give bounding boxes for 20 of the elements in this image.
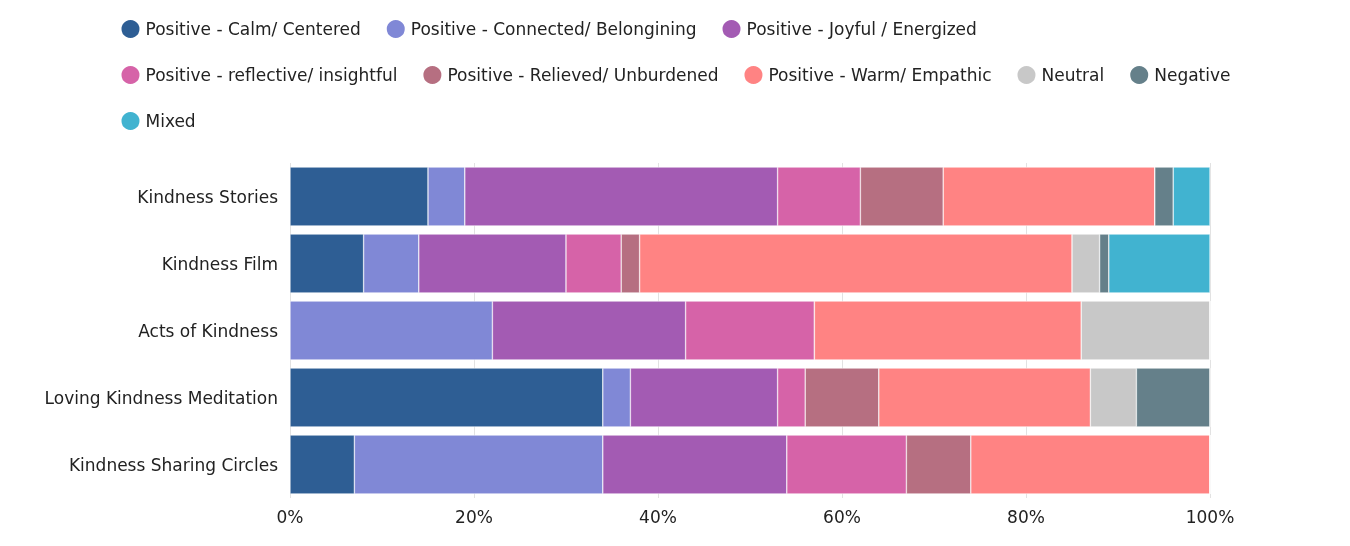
- y-tick-label: Acts of Kindness: [138, 320, 279, 341]
- legend-label: Neutral: [1041, 65, 1105, 85]
- x-tick-label: 80%: [1007, 506, 1045, 527]
- y-tick-label: Loving Kindness Meditation: [44, 387, 278, 408]
- legend-label: Positive - Connected/ Belongining: [410, 19, 697, 39]
- y-tick-label: Kindness Sharing Circles: [68, 454, 279, 475]
- x-tick-label: 60%: [823, 506, 861, 527]
- x-tick-label: 0%: [276, 506, 304, 527]
- legend-label: Positive - Warm/ Empathic: [768, 65, 992, 85]
- legend-label: Positive - Relieved/ Unburdened: [447, 65, 719, 85]
- y-tick-label: Kindness Film: [161, 253, 278, 274]
- x-tick-label: 40%: [639, 506, 677, 527]
- x-tick-label: 100%: [1185, 506, 1235, 527]
- x-tick-label: 20%: [455, 506, 493, 527]
- legend-label: Negative: [1154, 65, 1231, 85]
- legend-label: Positive - Joyful / Energized: [746, 19, 977, 39]
- legend-label: Positive - Calm/ Centered: [145, 19, 361, 39]
- legend-label: Positive - reflective/ insightful: [145, 65, 398, 85]
- legend-label: Mixed: [145, 111, 196, 131]
- y-tick-label: Kindness Stories: [137, 186, 279, 207]
